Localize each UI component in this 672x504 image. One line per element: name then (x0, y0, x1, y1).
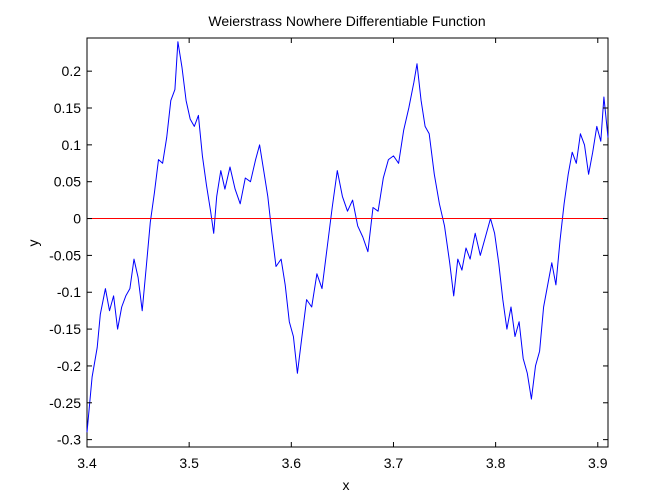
chart-title: Weierstrass Nowhere Differentiable Funct… (208, 13, 485, 29)
x-tick-label: 3.8 (486, 455, 506, 471)
y-tick-label: -0.15 (49, 321, 81, 337)
y-tick-label: -0.3 (57, 432, 81, 448)
y-tick-label: 0.05 (54, 174, 81, 190)
y-tick-label: -0.1 (57, 284, 81, 300)
x-tick-label: 3.5 (179, 455, 199, 471)
x-tick-label: 3.9 (588, 455, 608, 471)
plot-area (86, 37, 609, 448)
x-axis-label: x (343, 477, 350, 493)
x-axis: 3.4 3.5 3.6 3.7 3.8 3.9 (77, 38, 608, 471)
y-tick-label: 0 (73, 211, 81, 227)
y-tick-label: 0.2 (62, 63, 82, 79)
y-tick-label: 0.15 (54, 100, 81, 116)
x-tick-label: 3.4 (77, 455, 97, 471)
axes-box (86, 37, 609, 448)
y-tick-label: 0.1 (62, 137, 82, 153)
x-tick-label: 3.7 (384, 455, 404, 471)
series-layer (86, 41, 609, 433)
y-tick-label: -0.05 (49, 247, 81, 263)
y-axis: -0.3 -0.25 -0.2 -0.15 -0.1 -0.05 0 0.05 0.1 0.15 0… (49, 63, 608, 448)
y-tick-label: -0.2 (57, 358, 81, 374)
series-line-weierstrass (86, 41, 609, 433)
y-axis-label: y (25, 240, 41, 247)
x-tick-label: 3.6 (282, 455, 302, 471)
y-tick-label: -0.25 (49, 395, 81, 411)
